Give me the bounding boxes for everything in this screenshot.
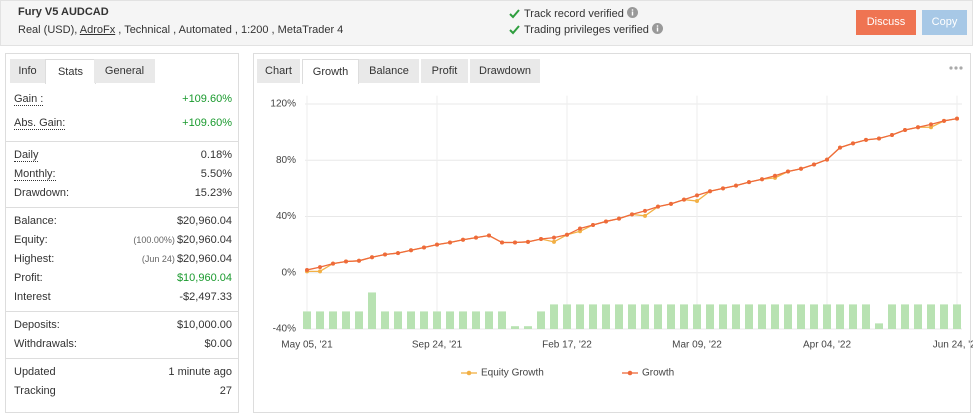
stats-row: Interest -$2,497.33 <box>6 288 238 307</box>
stat-value: $20,960.04 <box>176 234 232 246</box>
stat-label: Withdrawals: <box>14 338 77 350</box>
stat-value-box: $0.00 <box>204 335 232 354</box>
stat-value: 1 minute ago <box>168 366 232 378</box>
stat-label: Profit: <box>14 272 43 284</box>
stats-row: Updated 1 minute ago <box>6 363 238 382</box>
account-text: , Technical , Automated , 1:200 , MetaTr… <box>115 24 344 36</box>
stat-label: Interest <box>14 291 51 303</box>
stat-value-box: $20,960.04 <box>177 212 232 231</box>
stat-value-box: 1 minute ago <box>168 363 232 382</box>
stat-value: 15.23% <box>194 187 232 199</box>
stat-label: Highest: <box>14 253 55 265</box>
stats-row: Highest: (Jun 24) $20,960.04 <box>6 250 238 269</box>
stat-label: Tracking <box>14 385 56 397</box>
stats-row: Profit: $10,960.04 <box>6 269 238 288</box>
stat-value: +109.60% <box>182 93 232 105</box>
stats-group: Deposits: $10,000.00 Withdrawals: $0.00 <box>6 311 238 358</box>
stat-value: $0.00 <box>204 338 232 350</box>
stats-row: Drawdown: 15.23% <box>6 184 238 203</box>
stat-note: (Jun 24) <box>141 254 175 264</box>
stat-value: $10,960.04 <box>176 272 232 284</box>
stats-row: Monthly: 5.50% <box>6 165 238 184</box>
stats-panel: Info Stats General Gain : +109.60% Abs. Gain… <box>5 53 239 413</box>
stat-value: $10,000.00 <box>176 319 232 331</box>
stat-value: $20,960.04 <box>176 253 232 265</box>
system-title: Fury V5 AUDCAD <box>18 6 109 18</box>
tab[interactable]: General <box>94 59 155 83</box>
stats-row: Daily 0.18% <box>6 146 238 165</box>
stat-value: $20,960.04 <box>176 215 232 227</box>
stat-label: Monthly: <box>14 168 56 181</box>
verify-icons <box>509 9 520 35</box>
stats-row: Deposits: $10,000.00 <box>6 316 238 335</box>
stats-row: Withdrawals: $0.00 <box>6 335 238 354</box>
tab[interactable]: Balance <box>359 59 419 83</box>
stat-value-box: -$2,497.33 <box>179 288 232 307</box>
stats-list: Gain : +109.60% Abs. Gain: +109.60% Daily 0.1… <box>6 85 238 405</box>
discuss-button[interactable]: Discuss <box>856 10 916 35</box>
stat-value-box: 5.50% <box>201 165 232 184</box>
stat-label: Balance: <box>14 215 57 227</box>
verified-text: Trading privileges verified <box>524 23 663 36</box>
stats-row: Tracking 27 <box>6 382 238 401</box>
tab[interactable]: Growth <box>302 59 359 84</box>
verified-text: Track record verified <box>524 7 638 20</box>
stat-label: Equity: <box>14 234 48 246</box>
tab[interactable]: Chart <box>257 59 300 83</box>
stat-value: 27 <box>219 385 232 397</box>
tab[interactable]: Drawdown <box>470 59 540 83</box>
stats-row: Balance: $20,960.04 <box>6 212 238 231</box>
stat-value-box: $10,000.00 <box>177 316 232 335</box>
stat-value-box: +109.60% <box>182 87 232 111</box>
stats-group: Gain : +109.60% Abs. Gain: +109.60% <box>6 85 238 141</box>
stat-value-box: 15.23% <box>195 184 232 203</box>
header: Fury V5 AUDCAD Real (USD), AdroFx , Tech… <box>0 0 973 46</box>
stat-label: Abs. Gain: <box>14 117 66 130</box>
stat-value: +109.60% <box>182 117 232 129</box>
chart-panel: Chart Growth Balance Profit Drawdown <box>253 53 971 413</box>
stat-value-box: $10,960.04 <box>177 269 232 288</box>
stat-label: Daily <box>14 149 39 162</box>
stat-label: Gain : <box>14 93 44 106</box>
stats-group: Updated 1 minute ago Tracking 27 <box>6 358 238 405</box>
account-text: Real (USD), <box>18 24 80 36</box>
account-info: Real (USD), AdroFx , Technical , Automat… <box>18 24 343 36</box>
stat-value-box: 27 <box>220 382 232 401</box>
stat-label: Deposits: <box>14 319 60 331</box>
copy-button[interactable]: Copy <box>922 10 967 35</box>
stats-row: Gain : +109.60% <box>6 87 238 111</box>
stat-value: -$2,497.33 <box>179 291 232 303</box>
broker-link[interactable]: AdroFx <box>79 24 116 36</box>
verified-label: Track record verified <box>524 8 624 20</box>
tab[interactable]: Info <box>10 59 45 83</box>
info-icon[interactable] <box>626 7 638 18</box>
stat-label: Updated <box>14 366 56 378</box>
info-icon[interactable] <box>652 23 663 34</box>
verified-label: Trading privileges verified <box>524 24 649 36</box>
stat-value-box: +109.60% <box>182 111 232 135</box>
stats-row: Abs. Gain: +109.60% <box>6 111 238 135</box>
stat-value-box: 0.18% <box>201 146 232 165</box>
stats-group: Balance: $20,960.04 Equity: (100.00%) $20,96… <box>6 207 238 311</box>
stat-note: (100.00%) <box>133 235 175 245</box>
stat-value-box: (100.00%) $20,960.04 <box>133 231 232 250</box>
stat-label: Drawdown: <box>14 187 70 199</box>
stat-value: 0.18% <box>200 149 232 161</box>
tab[interactable]: Stats <box>45 59 96 84</box>
stats-row: Equity: (100.00%) $20,960.04 <box>6 231 238 250</box>
stat-value: 5.50% <box>200 168 232 180</box>
stats-group: Daily 0.18% Monthly: 5.50% Drawdown: 15.23% <box>6 141 238 207</box>
tab[interactable]: Profit <box>421 59 468 83</box>
stat-value-box: (Jun 24) $20,960.04 <box>142 250 232 269</box>
